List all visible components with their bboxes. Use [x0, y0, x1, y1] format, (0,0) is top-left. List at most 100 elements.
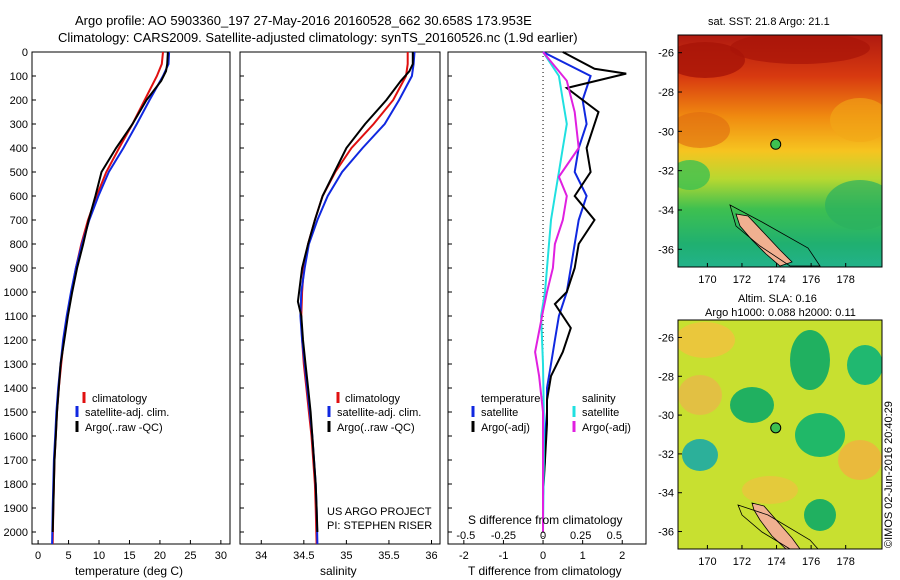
map-y-tick-label: -28	[658, 87, 674, 99]
y-tick-label: 0	[22, 47, 28, 59]
salinity-y-ticks	[240, 51, 244, 533]
legend-label-argo: Argo(..raw -QC)	[85, 422, 163, 434]
sla-depth-contour	[737, 504, 819, 549]
legend-label-s-argo: Argo(-adj)	[582, 422, 631, 434]
legend-salinity-title: salinity	[582, 393, 616, 405]
sla-high-patch	[678, 322, 735, 358]
y-tick-label: 700	[10, 215, 28, 227]
temperature-x-axis: 0 5 10 15 20 25 30	[35, 540, 227, 562]
x-tick-label: -2	[459, 550, 469, 562]
depth-axis: 0 100 200 300 400 500 600 700 800 900 1000 1100 1200…	[4, 47, 36, 539]
title-line-1: Argo profile: AO 5903360_197 27-May-2016…	[75, 13, 532, 28]
pi-annotation: PI: STEPHEN RISER	[327, 520, 432, 532]
y-tick-label: 1400	[4, 383, 28, 395]
title-line-2: Climatology: CARS2009. Satellite-adjuste…	[58, 30, 578, 45]
salinity-axes-frame	[239, 51, 441, 545]
y-tick-label: 600	[10, 191, 28, 203]
map-y-tick-label: -26	[658, 332, 674, 344]
s-difference-label: S difference from climatology	[468, 513, 623, 527]
y-tick-label: 1800	[4, 479, 28, 491]
sla-high-patch	[742, 476, 798, 504]
x-tick-label: 25	[184, 550, 196, 562]
salinity-x-label: salinity	[320, 564, 357, 578]
legend-label-t-argo: Argo(-adj)	[481, 422, 530, 434]
difference-series	[534, 51, 627, 533]
x-tick-label: 1	[580, 550, 586, 562]
difference-y-ticks	[448, 51, 452, 533]
y-tick-label: 1900	[4, 503, 28, 515]
temperature-panel: 0100200300400500600700800900100011001200…	[4, 47, 231, 578]
s-tick-label: 0.25	[570, 530, 591, 542]
sla-background	[678, 320, 882, 549]
sla-low-patch	[790, 330, 830, 390]
map-x-tick-label: 176	[802, 556, 820, 568]
x-tick-label: 2	[619, 550, 625, 562]
difference-axes-frame	[447, 51, 647, 545]
y-tick-label: 800	[10, 239, 28, 251]
x-tick-label: 34.5	[293, 550, 314, 562]
difference-legend: temperature satellite Argo(-adj) salinit…	[471, 393, 631, 434]
project-annotation: US ARGO PROJECT	[327, 506, 432, 518]
series-line-t-satellite	[542, 51, 592, 532]
sla-low-patch	[847, 345, 882, 385]
map-y-tick-label: -34	[658, 488, 674, 500]
sst-map-title: sat. SST: 21.8 Argo: 21.1	[708, 16, 830, 28]
map-x-tick-label: 174	[767, 274, 785, 286]
sst-depth-contour	[729, 204, 821, 267]
series-line-argo-raw-qc	[296, 52, 414, 533]
salinity-x-axis: 34 34.5 35 35.5 36	[255, 540, 438, 562]
y-tick-label: 300	[10, 119, 28, 131]
sla-map-subtitle: Argo h1000: 0.088 h2000: 0.11	[705, 307, 856, 319]
sla-map-axes: 170 172 174 176 178 -26 -28 -30 -32 -34 -36	[658, 332, 855, 568]
difference-panel: -2 -1 0 1 2 S difference from climatology -0…	[447, 51, 647, 578]
legend-label-climatology: climatology	[345, 393, 401, 405]
y-tick-label: 2000	[4, 527, 28, 539]
x-tick-label: 36	[425, 550, 437, 562]
salinity-series	[296, 51, 416, 545]
map-y-tick-label: -32	[658, 166, 674, 178]
y-tick-label: 900	[10, 263, 28, 275]
x-tick-label: 34	[255, 550, 267, 562]
y-tick-label: 400	[10, 143, 28, 155]
x-tick-label: 5	[65, 550, 71, 562]
sla-map-title: Altim. SLA: 0.16	[738, 293, 817, 305]
x-tick-label: 15	[123, 550, 135, 562]
salinity-legend: climatology satellite-adj. clim. Argo(..…	[327, 392, 421, 434]
sla-low-patch	[730, 387, 774, 423]
sla-low-patch	[804, 499, 836, 531]
x-tick-label: 0	[540, 550, 546, 562]
legend-label-satellite: satellite-adj. clim.	[85, 407, 169, 419]
x-tick-label: 35.5	[378, 550, 399, 562]
s-difference-scale: -0.5 -0.25 0 0.25 0.5	[456, 530, 622, 542]
s-tick-label: -0.5	[456, 530, 475, 542]
sla-map-frame	[677, 319, 883, 550]
map-y-tick-label: -32	[658, 449, 674, 461]
series-line-argo-raw-qc	[51, 51, 169, 533]
sst-cool-patch	[825, 180, 882, 230]
sst-map: sat. SST: 21.8 Argo: 21.1 170 172 174 176 17…	[658, 16, 883, 286]
sla-field	[678, 320, 882, 549]
temperature-series	[51, 51, 171, 545]
sst-mid-patch	[678, 112, 730, 148]
x-tick-label: 0	[35, 550, 41, 562]
map-y-tick-label: -30	[658, 410, 674, 422]
argo-position-marker	[770, 422, 782, 434]
map-y-tick-label: -28	[658, 371, 674, 383]
x-tick-label: 20	[154, 550, 166, 562]
legend-label-climatology: climatology	[92, 393, 148, 405]
sst-field	[678, 35, 882, 267]
sla-low-patch	[795, 413, 845, 457]
difference-x-axis: -2 -1 0 1 2	[459, 540, 625, 562]
sla-high-patch	[678, 375, 722, 415]
s-tick-label: -0.25	[491, 530, 516, 542]
series-line-t-argo-adj	[542, 51, 627, 532]
sla-low-patch	[682, 439, 718, 471]
map-x-tick-label: 174	[767, 556, 785, 568]
legend-label-satellite: satellite-adj. clim.	[337, 407, 421, 419]
sla-map: Altim. SLA: 0.16 Argo h1000: 0.088 h2000…	[658, 293, 883, 568]
sst-land-new-zealand	[735, 213, 793, 267]
sst-map-axes: 170 172 174 176 178 -26 -28 -30 -32 -34 -36	[658, 48, 855, 286]
map-y-tick-label: -36	[658, 527, 674, 539]
y-tick-label: 1200	[4, 335, 28, 347]
